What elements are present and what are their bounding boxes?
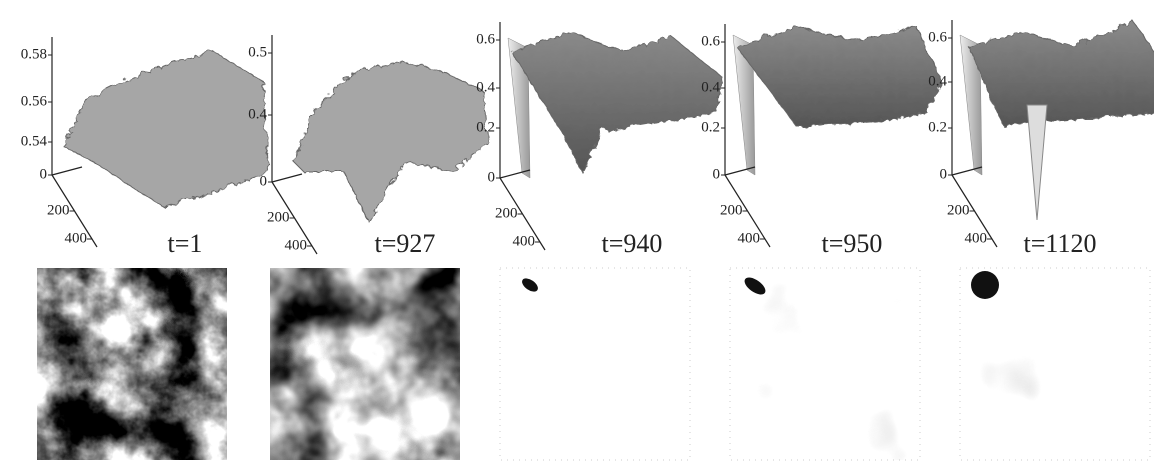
dark-spot: [744, 277, 766, 295]
x-axis: [724, 166, 756, 176]
y-tick-label: 200: [267, 209, 290, 225]
heatmap: [960, 268, 1150, 460]
z-tick-label: 0.2: [701, 119, 720, 135]
z-tick-label: 0.56: [21, 93, 48, 109]
z-tick-label: 0.4: [701, 79, 720, 95]
z-tick-label: 0.6: [928, 29, 947, 45]
surface-panel: 0.6 0.4 0.2 0 200 400 t=950: [701, 24, 941, 461]
surface: [61, 49, 268, 206]
z-tick-label: 0.58: [21, 46, 47, 62]
surface-panel: 0.58 0.56 0.54 0 200 400 t=1: [21, 37, 268, 460]
dark-spot: [971, 271, 999, 299]
y-tick-label: 400: [738, 230, 761, 246]
y-tick-label: 400: [513, 233, 536, 249]
heatmap: [270, 268, 460, 460]
y-tick-label: 200: [947, 202, 970, 218]
z-tick-label: 0.6: [476, 31, 495, 47]
z-tick-label: 0.54: [21, 133, 48, 149]
surface-spike: [1026, 104, 1048, 221]
x-axis: [951, 166, 983, 176]
y-tick-label: 400: [965, 230, 988, 246]
y-tick-label: 200: [495, 205, 518, 221]
x-axis: [51, 166, 83, 176]
z-tick-label: 0: [940, 166, 948, 182]
y-tick-label: 200: [720, 202, 743, 218]
y-tick-label: 400: [285, 237, 308, 253]
y-tick-label: 400: [65, 230, 88, 246]
z-tick-label: 0: [40, 166, 48, 182]
z-tick-label: 0.6: [701, 33, 720, 49]
heatmap: [730, 268, 920, 460]
z-tick-label: 0.4: [248, 106, 267, 122]
heatmap: [37, 268, 227, 460]
z-tick-label: 0: [488, 169, 496, 185]
panel-label: t=1120: [1024, 229, 1097, 258]
panel-label: t=940: [602, 229, 663, 258]
surface: [509, 29, 721, 172]
x-axis: [271, 173, 303, 183]
z-tick-label: 0: [260, 173, 268, 189]
z-tick-label: 0.4: [476, 79, 495, 95]
surface-panel: 0.5 0.4 0 200 400 t=927: [248, 35, 488, 460]
surface: [966, 19, 1154, 126]
panel-label: t=1: [168, 229, 203, 258]
z-tick-label: 0: [713, 166, 721, 182]
surface: [291, 59, 488, 222]
z-tick-label: 0.2: [476, 119, 495, 135]
surface-panel: 0.6 0.4 0.2 0 200 400 t=940: [476, 22, 721, 461]
panel-label: t=927: [375, 229, 436, 258]
panel-label: t=950: [822, 229, 883, 258]
y-tick-label: 200: [47, 202, 70, 218]
z-tick-label: 0.5: [248, 44, 267, 60]
surface-panel: 0.6 0.4 0.2 0 200 400 t=1120: [928, 19, 1154, 461]
z-tick-label: 0.4: [928, 73, 947, 89]
dark-spot: [522, 278, 538, 292]
x-axis: [499, 169, 531, 179]
z-tick-label: 0.2: [928, 119, 947, 135]
heatmap: [500, 268, 690, 460]
surface-well: [959, 34, 983, 176]
surface: [734, 24, 941, 126]
